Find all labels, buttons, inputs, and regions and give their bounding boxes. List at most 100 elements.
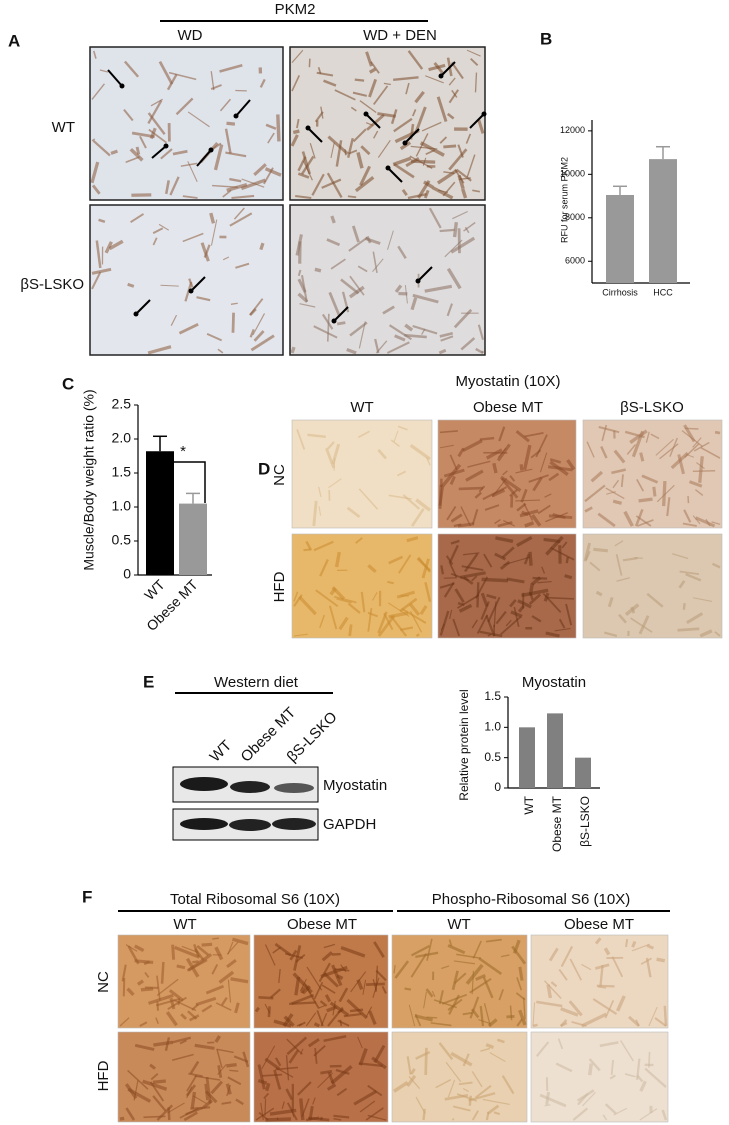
texture <box>372 978 377 991</box>
texture <box>296 118 300 129</box>
texture <box>714 430 721 435</box>
texture <box>375 969 387 982</box>
texture <box>123 60 140 78</box>
texture <box>397 425 408 431</box>
texture <box>521 510 529 517</box>
texture <box>646 944 654 950</box>
texture <box>550 981 558 988</box>
texture <box>412 293 439 304</box>
bar <box>146 451 174 575</box>
texture <box>638 615 650 635</box>
arrow-head <box>233 113 239 119</box>
texture <box>479 630 503 638</box>
texture <box>333 1114 350 1119</box>
x-tick-label: Obese MT <box>550 795 564 852</box>
column-label: WD + DEN <box>363 27 437 44</box>
texture <box>450 236 476 254</box>
texture <box>443 581 455 598</box>
arrow <box>417 266 433 282</box>
arrow-head <box>305 125 311 131</box>
texture <box>516 502 527 512</box>
texture <box>298 595 317 616</box>
texture <box>532 476 543 492</box>
texture <box>445 555 454 565</box>
texture <box>263 1092 270 1100</box>
texture <box>218 970 235 984</box>
texture <box>148 993 174 1005</box>
texture <box>547 465 573 472</box>
texture <box>476 614 489 634</box>
texture <box>463 576 474 585</box>
texture <box>365 1107 384 1121</box>
texture <box>454 588 465 603</box>
texture <box>368 78 378 98</box>
texture <box>327 1071 335 1085</box>
texture <box>373 85 389 105</box>
texture <box>194 1043 215 1050</box>
texture <box>677 454 685 475</box>
texture <box>233 1055 249 1063</box>
texture <box>699 629 713 638</box>
arrow <box>190 276 206 292</box>
arrow <box>387 167 403 183</box>
chart-title: Myostatin <box>522 674 586 691</box>
texture <box>359 1100 376 1113</box>
texture <box>349 1008 364 1013</box>
texture <box>181 945 198 953</box>
x-tick-label: WT <box>522 795 536 814</box>
texture <box>503 556 531 566</box>
texture <box>229 1069 239 1072</box>
texture <box>321 951 333 962</box>
texture <box>140 987 154 992</box>
texture <box>399 141 412 151</box>
texture <box>481 577 509 583</box>
arrow <box>440 61 456 77</box>
texture <box>475 1084 492 1099</box>
texture <box>227 979 232 1003</box>
y-tick-label: 2.5 <box>112 396 132 412</box>
texture <box>265 123 277 130</box>
texture <box>462 439 483 453</box>
texture <box>614 540 624 547</box>
texture <box>448 939 453 947</box>
texture <box>347 195 357 199</box>
texture <box>688 480 703 488</box>
texture <box>581 963 592 971</box>
texture <box>356 152 364 169</box>
texture <box>439 136 448 144</box>
texture <box>293 591 299 602</box>
texture <box>318 962 331 983</box>
panel-title: Western diet <box>214 674 299 691</box>
texture <box>560 945 574 968</box>
texture <box>234 1002 240 1014</box>
texture <box>474 72 478 93</box>
texture <box>210 1080 224 1095</box>
texture <box>377 449 387 460</box>
texture <box>620 1040 634 1062</box>
texture <box>531 514 542 527</box>
texture <box>306 966 323 991</box>
texture <box>373 1044 386 1064</box>
texture <box>487 1018 498 1028</box>
texture <box>340 278 360 295</box>
texture <box>305 1012 317 1027</box>
texture <box>119 1017 130 1027</box>
texture <box>577 1092 589 1106</box>
texture <box>293 633 308 637</box>
texture <box>560 1019 568 1027</box>
texture <box>438 486 445 506</box>
texture <box>469 996 480 1019</box>
blot-band <box>180 777 228 791</box>
arrow <box>404 128 420 144</box>
texture <box>90 161 100 184</box>
texture <box>461 188 468 199</box>
texture <box>423 991 427 1009</box>
y-tick-label: 0.5 <box>484 750 501 764</box>
texture <box>401 188 408 197</box>
texture <box>401 608 427 624</box>
texture <box>350 106 357 112</box>
texture <box>695 489 704 496</box>
texture <box>546 984 553 999</box>
texture <box>365 51 373 67</box>
texture <box>502 470 508 476</box>
